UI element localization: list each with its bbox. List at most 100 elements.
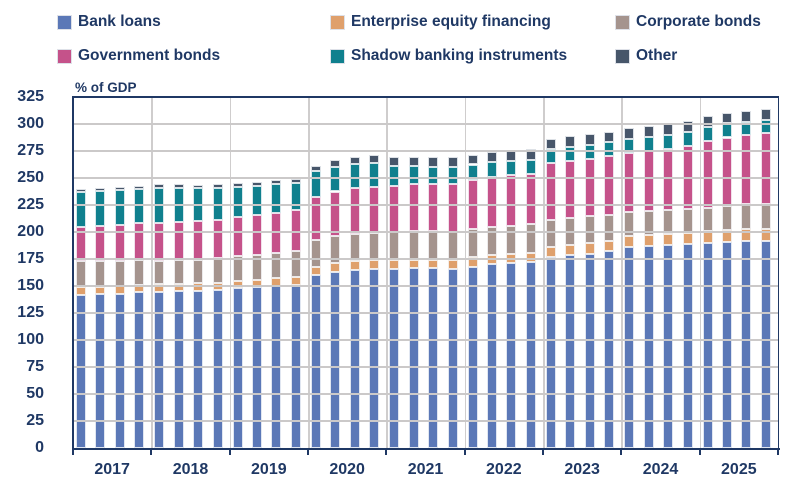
bar-segment-shadow-banking-instruments <box>604 142 615 157</box>
bar-segment-enterprise-equity-financing <box>330 263 341 272</box>
bar-segment-enterprise-equity-financing <box>525 252 536 263</box>
bar-segment-other <box>447 157 458 168</box>
bar-segment-shadow-banking-instruments <box>624 138 635 153</box>
legend-item-bank-loans: Bank loans <box>58 14 161 30</box>
year-divider-gridline <box>229 97 232 448</box>
bar-segment-shadow-banking-instruments <box>447 167 458 185</box>
bar-segment-shadow-banking-instruments <box>467 164 478 181</box>
bar-segment-enterprise-equity-financing <box>682 232 693 244</box>
bar-segment-enterprise-equity-financing <box>389 260 400 269</box>
bar-segment-enterprise-equity-financing <box>369 260 380 269</box>
bar-segment-government-bonds <box>134 223 145 261</box>
bar-segment-government-bonds <box>722 137 733 206</box>
government-bonds-swatch-icon <box>58 49 71 63</box>
legend-item-government-bonds: Government bonds <box>58 48 220 64</box>
bar-segment-corporate-bonds <box>408 231 419 260</box>
bar-segment-bank-loans <box>154 291 165 448</box>
bar-segment-corporate-bonds <box>722 205 733 230</box>
bar-segment-government-bonds <box>369 186 380 234</box>
bar-segment-enterprise-equity-financing <box>428 259 439 269</box>
y-tick-label: 300 <box>17 115 44 132</box>
bar-segment-shadow-banking-instruments <box>114 189 125 225</box>
bar-segment-other <box>760 108 771 120</box>
bar-segment-government-bonds <box>252 215 263 255</box>
bar-segment-enterprise-equity-financing <box>702 231 713 243</box>
y-tick-label: 175 <box>17 250 44 267</box>
bar-segment-other <box>95 187 106 191</box>
bar-segment-shadow-banking-instruments <box>428 166 439 185</box>
x-tick-label-2019: 2019 <box>251 461 287 478</box>
x-tick-label-2023: 2023 <box>564 461 600 478</box>
bar-segment-government-bonds <box>447 184 458 232</box>
x-tick-mark <box>620 450 623 455</box>
bar-segment-bank-loans <box>428 268 439 448</box>
bar-segment-enterprise-equity-financing <box>467 257 478 267</box>
bar-segment-shadow-banking-instruments <box>76 192 86 227</box>
bar-segment-enterprise-equity-financing <box>408 259 419 269</box>
x-tick-label-2022: 2022 <box>486 461 522 478</box>
plot-top-border <box>72 96 779 99</box>
bar-segment-corporate-bonds <box>193 259 204 284</box>
other-swatch-icon <box>616 49 629 63</box>
legend-item-shadow-banking-instruments: Shadow banking instruments <box>331 48 567 64</box>
bar-segment-corporate-bonds <box>95 260 106 287</box>
bar-segment-corporate-bonds <box>76 261 86 288</box>
bar-segment-corporate-bonds <box>467 228 478 258</box>
bar-segment-shadow-banking-instruments <box>702 126 713 141</box>
bar-segment-corporate-bonds <box>663 210 674 235</box>
bar-segment-bank-loans <box>369 268 380 448</box>
bar-segment-bank-loans <box>134 292 145 448</box>
bar-segment-enterprise-equity-financing <box>546 246 556 257</box>
x-tick-mark <box>307 450 309 455</box>
bar-segment-corporate-bonds <box>702 207 713 232</box>
year-divider-gridline <box>151 97 153 448</box>
bar-segment-government-bonds <box>624 152 635 212</box>
bar-segment-bank-loans <box>95 294 106 448</box>
bar-segment-bank-loans <box>487 264 498 448</box>
bar-segment-other <box>584 133 595 145</box>
bar-segment-government-bonds <box>584 158 595 217</box>
bar-segment-bank-loans <box>525 262 536 448</box>
bar-segment-government-bonds <box>76 226 86 262</box>
horizontal-gridline <box>73 231 778 233</box>
bar-segment-other <box>604 131 615 143</box>
x-tick-mark <box>698 450 701 455</box>
bar-segment-enterprise-equity-financing <box>154 284 165 292</box>
x-tick-mark <box>463 450 466 455</box>
bar-segment-government-bonds <box>311 196 321 241</box>
bar-segment-bank-loans <box>389 268 400 448</box>
horizontal-gridline <box>73 366 778 368</box>
bank-loans-swatch-icon <box>58 15 71 29</box>
x-tick-label-2024: 2024 <box>642 461 679 478</box>
bar-segment-other <box>349 156 360 164</box>
bar-segment-enterprise-equity-financing <box>760 228 771 241</box>
bar-segment-corporate-bonds <box>212 258 223 283</box>
bar-segment-corporate-bonds <box>506 225 517 254</box>
bar-segment-shadow-banking-instruments <box>389 166 400 186</box>
corporate-bonds-swatch-icon <box>616 15 629 29</box>
bar-segment-government-bonds <box>604 156 615 215</box>
plot-right-border <box>777 96 780 450</box>
bar-segment-government-bonds <box>173 222 184 261</box>
bar-segment-bank-loans <box>114 293 125 448</box>
x-tick-mark <box>228 450 231 455</box>
bar-segment-corporate-bonds <box>682 208 693 233</box>
bar-segment-government-bonds <box>760 132 771 204</box>
bar-segment-corporate-bonds <box>760 203 771 229</box>
bar-segment-other <box>271 180 282 185</box>
bar-segment-shadow-banking-instruments <box>565 146 576 161</box>
bar-segment-shadow-banking-instruments <box>232 187 243 218</box>
legend-label: Enterprise equity financing <box>351 13 551 30</box>
bar-segment-enterprise-equity-financing <box>311 267 321 276</box>
legend-label: Bank loans <box>78 13 161 30</box>
bar-segment-bank-loans <box>447 268 458 448</box>
bar-segment-corporate-bonds <box>525 224 536 253</box>
bar-segment-shadow-banking-instruments <box>311 170 321 197</box>
legend-label: Other <box>636 47 678 64</box>
bar-segment-other <box>741 111 752 122</box>
bar-segment-other <box>290 179 301 184</box>
bar-segment-bank-loans <box>330 271 341 448</box>
bar-segment-other <box>134 185 145 189</box>
y-axis-title: % of GDP <box>75 80 137 95</box>
x-tick-mark <box>542 450 544 455</box>
